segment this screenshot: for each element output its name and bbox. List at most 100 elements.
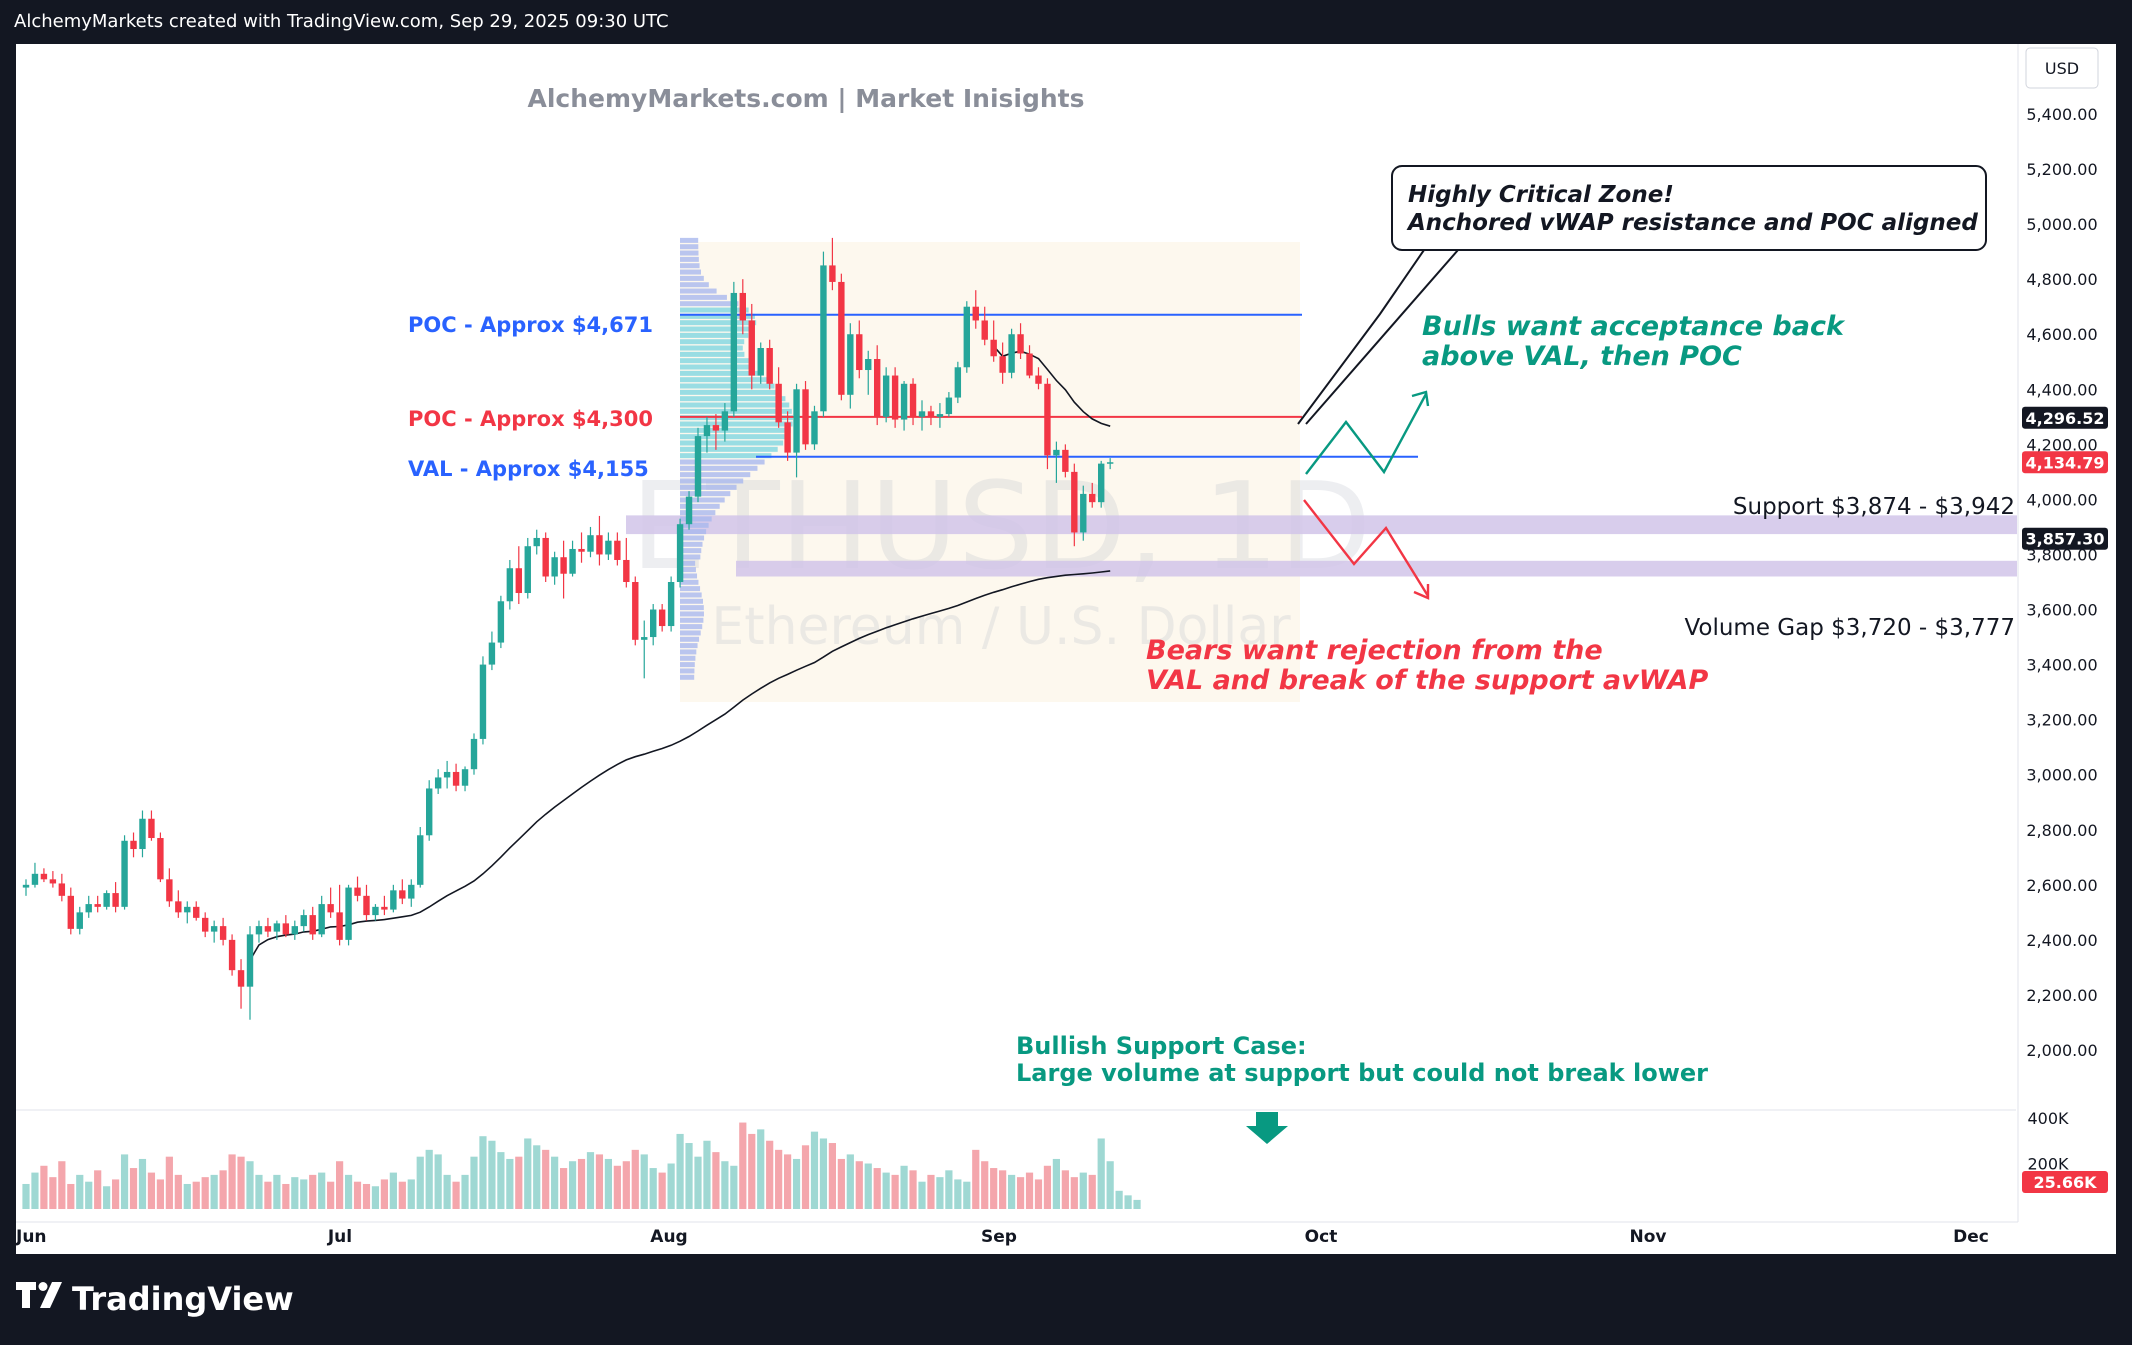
volume-bar	[434, 1154, 442, 1209]
volume-bar	[739, 1122, 747, 1209]
candle-body	[918, 411, 926, 417]
candle-body	[434, 777, 442, 789]
price-axis[interactable]: 5,400.00 5,200.00 5,000.00 4,800.00 4,600.00…	[2017, 44, 2108, 1222]
volume-bar	[524, 1138, 532, 1209]
volume-bar	[828, 1143, 836, 1209]
volume-bar	[300, 1179, 308, 1209]
candle-body	[882, 375, 890, 417]
price-badge	[2022, 406, 2108, 429]
volume-bar	[273, 1174, 281, 1209]
candle-body	[1035, 375, 1042, 384]
candle-body	[515, 568, 522, 594]
volume-bar	[1034, 1179, 1043, 1209]
volume-bar	[85, 1181, 93, 1209]
price-tick-label: 3,800.00	[2026, 545, 2097, 564]
candle-body	[981, 320, 988, 340]
volume-bar	[94, 1170, 102, 1209]
volume-bar	[371, 1186, 380, 1209]
candle-body	[300, 915, 307, 927]
tradingview-logo[interactable]: TradingView	[16, 1280, 294, 1318]
price-badge	[2022, 527, 2108, 550]
callout-pointer-right	[1305, 249, 1459, 425]
candle-body	[551, 557, 558, 577]
candle-body	[829, 265, 836, 282]
anchored-vwap-line	[249, 570, 1111, 961]
bulls-line1: Bulls want acceptance back	[1422, 311, 1846, 342]
volume-bar	[730, 1165, 738, 1209]
volume-profile-bar	[680, 459, 765, 465]
volume-layer	[16, 1109, 2016, 1209]
volume-profile-bar	[680, 554, 701, 560]
volume-bar	[819, 1138, 828, 1209]
candle-body	[533, 537, 540, 547]
price-tick-label: 5,000.00	[2026, 215, 2097, 234]
volume-bar	[864, 1163, 872, 1209]
volume-bar	[255, 1174, 263, 1209]
volume-profile-bar	[680, 282, 709, 288]
volume-bar	[318, 1172, 326, 1209]
candle-body	[820, 265, 827, 412]
candle-body	[811, 411, 818, 445]
volume-profile-bar	[680, 358, 749, 364]
candlestick-chart[interactable]: AlchemyMarkets.com | Market Inisights ET…	[15, 44, 2116, 1254]
candle-body	[336, 912, 343, 940]
volume-bar	[1088, 1174, 1096, 1209]
price-badge-label: 3,857.30	[2026, 530, 2105, 549]
volume-profile-bar	[680, 320, 757, 326]
volume-profile-bar	[680, 497, 725, 503]
volume-bar	[192, 1181, 200, 1209]
time-tick-label: Dec	[1953, 1227, 1989, 1247]
volume-bar	[909, 1170, 917, 1209]
volume-bar	[954, 1179, 962, 1209]
critical-callout-box	[1391, 165, 1987, 251]
volume-bar	[990, 1168, 998, 1209]
candle-body	[139, 818, 146, 850]
candle-body	[488, 642, 496, 665]
volume-profile-bar	[680, 617, 704, 623]
zones-layer	[626, 515, 2017, 577]
candle-body	[148, 818, 155, 839]
candle-body	[900, 383, 908, 420]
volume-bar	[129, 1168, 138, 1209]
volume-bar	[201, 1177, 209, 1209]
currency-box[interactable]	[2025, 47, 2099, 89]
candle-body	[76, 912, 83, 929]
chart-canvas[interactable]: AlchemyMarkets.com | Market Inisights ET…	[15, 44, 2116, 1254]
volume-profile-bar	[680, 370, 762, 376]
candle-body	[399, 890, 406, 899]
volume-bar	[1124, 1195, 1132, 1209]
volume-bar	[336, 1161, 344, 1209]
volume-profile-bar	[680, 662, 695, 668]
candle-body	[103, 893, 110, 907]
volume-bar	[362, 1183, 371, 1209]
value-area-box	[680, 242, 1300, 702]
candle-body	[121, 840, 128, 907]
price-tick-label: 4,600.00	[2026, 325, 2097, 344]
volume-bar	[291, 1177, 299, 1209]
candle-body	[757, 348, 764, 376]
volume-bar	[452, 1181, 460, 1209]
bull-path-arrowhead	[1411, 390, 1430, 407]
candle-body	[927, 411, 935, 417]
price-tick-label: 4,800.00	[2026, 270, 2097, 289]
candles-layer	[22, 237, 1114, 1020]
volume-profile-bar	[680, 643, 698, 649]
candle-body	[569, 548, 576, 574]
candle-body	[318, 904, 325, 935]
bull-path	[1305, 393, 1428, 475]
volume-profile-bar	[680, 649, 697, 655]
critical-line1: Highly Critical Zone!	[1408, 182, 1674, 208]
volume-profile-bar	[680, 307, 749, 313]
time-axis[interactable]: Jun Jul Aug Sep Oct Nov Dec	[15, 1221, 2018, 1247]
candle-body	[1089, 493, 1096, 503]
candle-body	[202, 917, 209, 932]
candle-body	[1071, 471, 1078, 533]
time-tick-label: Aug	[650, 1227, 687, 1247]
candle-body	[766, 348, 773, 384]
volume-bar	[1070, 1177, 1078, 1209]
price-badge-label: 4,134.79	[2026, 453, 2105, 472]
candle-body	[605, 540, 612, 555]
price-tick-label: 2,600.00	[2026, 876, 2097, 895]
volume-bar	[945, 1170, 953, 1209]
candle-body	[524, 546, 531, 594]
